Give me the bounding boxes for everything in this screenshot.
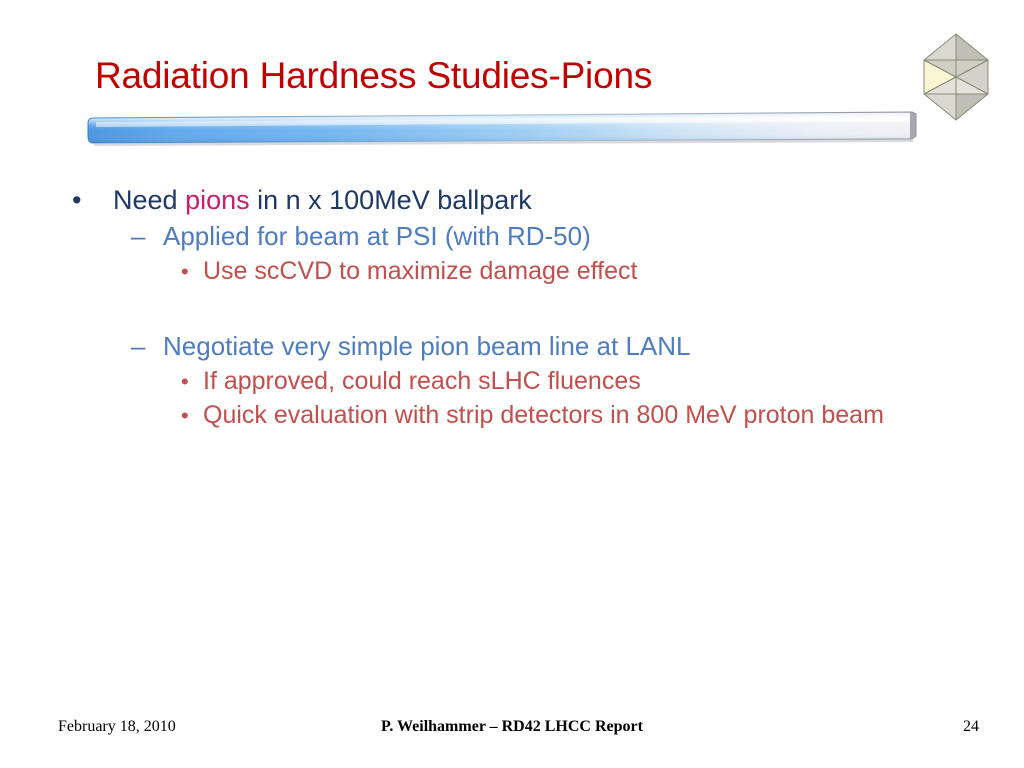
slide-footer: February 18, 2010 P. Weilhammer – RD42 L… <box>0 718 1024 748</box>
bullet-text-highlight: pions <box>185 185 250 215</box>
bullet-marker-icon: – <box>131 331 146 361</box>
bullet-text: If approved, could reach sLHC fluences <box>203 367 641 395</box>
footer-page-number: 24 <box>963 718 979 735</box>
bullet-text-before: Need <box>113 185 186 215</box>
page-title: Radiation Hardness Studies-Pions <box>95 55 653 96</box>
bullet-marker-icon: • <box>72 185 82 215</box>
bullet-level3-quick-evaluation: • Quick evaluation with strip detectors … <box>0 398 1024 432</box>
octahedron-logo <box>912 30 992 124</box>
bullet-text-after: in n x 100MeV ballpark <box>249 185 532 215</box>
bullet-level3-sccvd: • Use scCVD to maximize damage effect <box>0 254 1024 288</box>
bullet-text: Negotiate very simple pion beam line at … <box>163 331 691 361</box>
bullet-text: Quick evaluation with strip detectors in… <box>203 401 884 429</box>
title-accent-bar <box>87 111 917 154</box>
slide-body: • Need pions in n x 100MeV ballpark – Ap… <box>0 182 1024 432</box>
bullet-marker-icon: • <box>181 403 189 428</box>
bullet-text: Need pions in n x 100MeV ballpark <box>113 182 1024 218</box>
bullet-text: Applied for beam at PSI (with RD-50) <box>163 221 591 251</box>
bullet-spacer <box>0 288 1024 328</box>
bullet-marker-icon: – <box>131 221 146 251</box>
bullet-level2-applied-psi: – Applied for beam at PSI (with RD-50) <box>0 218 1024 254</box>
bullet-level3-slhc-fluences: • If approved, could reach sLHC fluences <box>0 364 1024 398</box>
bullet-level2-negotiate-lanl: – Negotiate very simple pion beam line a… <box>0 328 1024 364</box>
footer-date: February 18, 2010 <box>58 718 176 735</box>
bullet-text: Use scCVD to maximize damage effect <box>203 257 638 285</box>
bullet-level1-need-pions: • Need pions in n x 100MeV ballpark <box>0 182 1024 218</box>
octahedron-logo-graphic <box>923 33 989 121</box>
bullet-marker-icon: • <box>181 259 189 284</box>
title-accent-bar-graphic <box>87 111 917 146</box>
bullet-marker-icon: • <box>181 369 189 394</box>
footer-title: P. Weilhammer – RD42 LHCC Report <box>381 718 643 735</box>
